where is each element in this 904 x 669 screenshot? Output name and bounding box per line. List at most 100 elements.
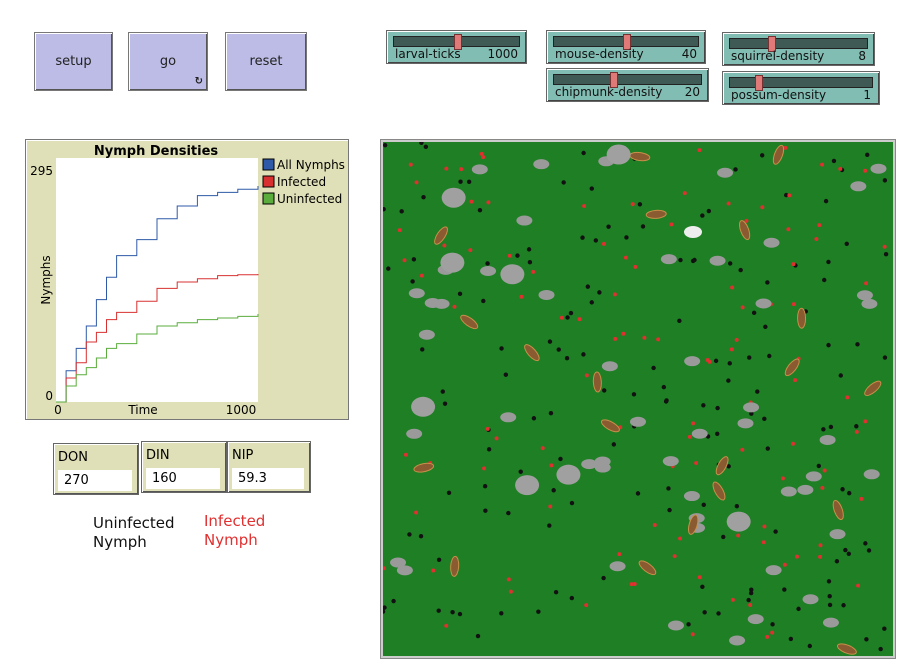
chipmunk-agent [592, 371, 602, 393]
mouse-agent [755, 298, 772, 309]
tick-agent [407, 532, 412, 537]
infected-tick-agent [479, 151, 484, 156]
infected-tick-agent [697, 148, 702, 153]
infected-tick-agent [690, 632, 695, 637]
world-view[interactable] [380, 139, 896, 659]
tick-agent [821, 427, 826, 432]
tick-agent [726, 378, 731, 383]
chipmunk-agent [864, 380, 882, 396]
tick-agent [601, 575, 606, 581]
infected-tick-agent [736, 533, 741, 538]
mouse-agent [538, 289, 555, 300]
tick-agent [706, 208, 712, 214]
chipmunk-agent [739, 220, 751, 241]
tick-agent [597, 290, 602, 295]
monitor-label: DIN [146, 448, 170, 463]
tick-agent [762, 416, 767, 422]
tick-agent [773, 529, 778, 534]
slider-chipmunk-density[interactable]: chipmunk-density 20 [546, 68, 709, 102]
tick-agent [843, 547, 848, 553]
chipmunk-agent [832, 499, 844, 521]
chipmunk-agent [715, 456, 729, 476]
tick-agent [716, 611, 721, 616]
legend-swatch [262, 175, 275, 188]
tick-agent [581, 150, 586, 156]
chipmunk-agent [784, 358, 800, 377]
infected-tick-agent [669, 222, 674, 227]
slider-mouse-density[interactable]: mouse-density 40 [546, 30, 706, 64]
tick-agent [450, 609, 455, 615]
slider-label: possum-density [731, 88, 827, 102]
tick-agent [692, 257, 697, 263]
tick-agent [747, 355, 752, 360]
tick-agent [749, 411, 754, 416]
setup-button[interactable]: setup [34, 32, 113, 91]
tick-agent [765, 446, 770, 451]
tick-agent [883, 252, 889, 257]
tick-agent [483, 508, 488, 513]
tick-agent [784, 192, 789, 198]
slider-handle[interactable] [755, 75, 764, 91]
infected-tick-agent [864, 281, 869, 286]
tick-agent [418, 533, 424, 539]
world-background [383, 142, 893, 656]
x-tick-max: 1000 [226, 403, 257, 417]
tick-agent [701, 502, 706, 508]
infected-tick-agent [419, 273, 424, 278]
tick-agent [823, 198, 829, 204]
slider-label: mouse-density [555, 47, 644, 61]
forever-icon: ↻ [194, 76, 203, 87]
infected-tick-agent [730, 285, 735, 290]
infected-tick-agent [783, 145, 788, 150]
tick-agent [482, 484, 488, 489]
infected-tick-agent [694, 461, 699, 466]
slider-squirrel-density[interactable]: squirrel-density 8 [722, 32, 875, 66]
tick-agent [715, 431, 720, 437]
infected-tick-agent [794, 554, 799, 559]
tick-agent [827, 602, 833, 608]
world-canvas[interactable] [383, 142, 893, 656]
infected-tick-agent [613, 336, 618, 341]
slider-handle[interactable] [623, 34, 631, 50]
mouse-agent [471, 164, 488, 175]
tick-agent [667, 507, 672, 513]
tick-agent [589, 186, 594, 191]
infected-tick-agent [632, 582, 637, 587]
infected-tick-agent [770, 630, 775, 635]
plot-svg: Nymph Densities 295 0 0 1000 Time Nymphs… [30, 144, 345, 417]
slider-larval-ticks[interactable]: larval-ticks 1000 [386, 30, 527, 64]
tick-agent [383, 609, 386, 614]
tick-agent [854, 424, 859, 429]
tick-agent [565, 315, 570, 320]
chipmunk-agent [645, 209, 667, 219]
tick-agent [767, 353, 772, 359]
tick-agent [864, 637, 869, 642]
tick-agent [666, 486, 671, 491]
infected-tick-agent [730, 597, 735, 602]
infected-tick-agent [559, 315, 564, 320]
tick-agent [746, 597, 751, 603]
squirrel-agent [726, 511, 751, 532]
tick-agent [551, 488, 556, 493]
slider-handle[interactable] [453, 34, 462, 50]
infected-tick-agent [621, 331, 626, 336]
mouse-agent [629, 416, 646, 427]
infected-tick-agent [744, 218, 749, 223]
reset-button[interactable]: reset [225, 32, 307, 91]
slider-handle[interactable] [609, 72, 618, 88]
infected-tick-agent [494, 436, 499, 441]
tick-agent [846, 551, 852, 556]
mouse-agent [870, 163, 887, 174]
tick-agent [457, 611, 463, 617]
note-line: Nymph [93, 533, 147, 551]
squirrel-agent [606, 144, 631, 165]
slider-handle[interactable] [768, 36, 777, 52]
reset-label: reset [249, 54, 283, 69]
infected-tick-agent [612, 292, 617, 297]
go-button[interactable]: go ↻ [128, 32, 208, 91]
mouse-agent [822, 617, 839, 628]
tick-agent [475, 633, 481, 639]
infected-tick-agent [444, 166, 449, 171]
slider-possum-density[interactable]: possum-density 1 [722, 71, 880, 105]
chipmunk-agent [797, 307, 807, 329]
